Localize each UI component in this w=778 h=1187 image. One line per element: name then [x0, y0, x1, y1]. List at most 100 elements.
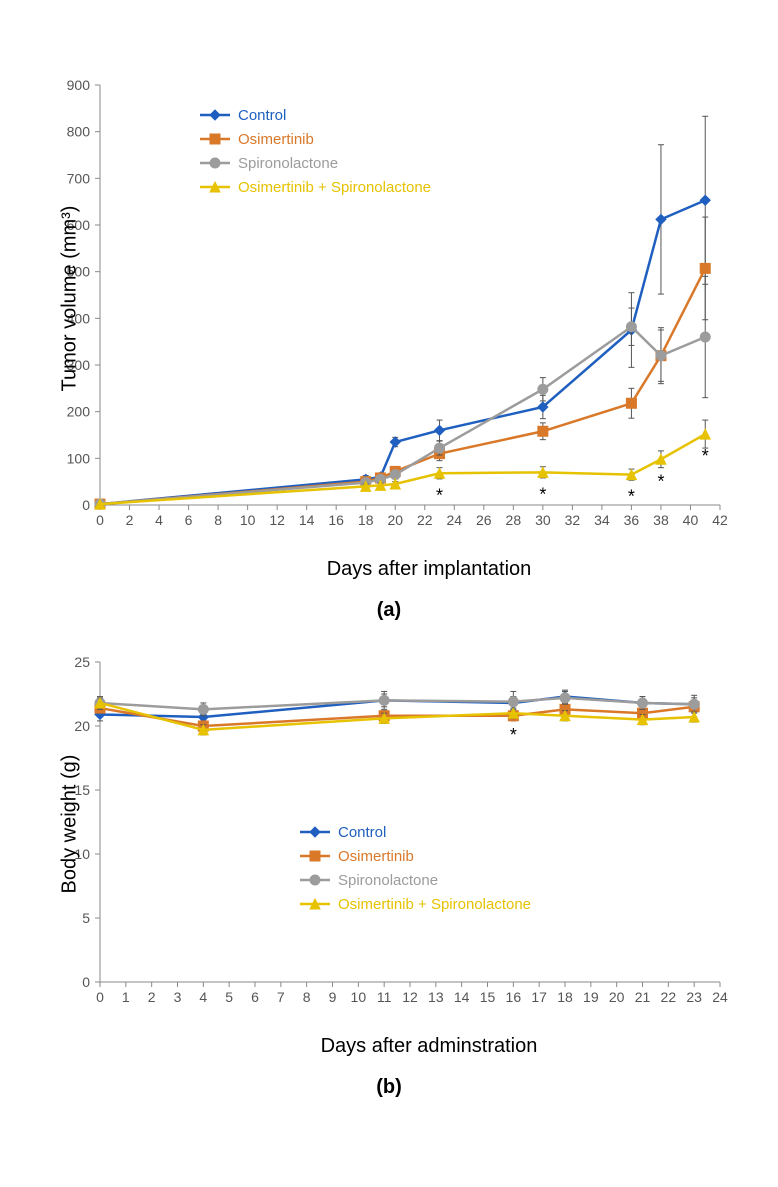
svg-text:32: 32: [565, 512, 581, 528]
svg-text:14: 14: [299, 512, 315, 528]
marker-spironolactone: [700, 332, 710, 342]
legend-label-control: Control: [238, 107, 286, 124]
chart-a-y-label: Tumor volume (mm³): [59, 192, 82, 392]
chart-a-x-label: Days after implantation: [100, 558, 758, 581]
marker-spironolactone: [560, 693, 570, 703]
svg-text:0: 0: [82, 974, 90, 990]
svg-text:4: 4: [155, 512, 163, 528]
legend-label-control: Control: [338, 824, 386, 841]
marker-control: [700, 195, 710, 205]
marker-control: [390, 437, 400, 447]
svg-text:15: 15: [480, 989, 496, 1005]
marker-osimertinib: [538, 426, 548, 436]
svg-text:2: 2: [148, 989, 156, 1005]
legend: Control Osimertinib Spironolactone Osimerti…: [200, 107, 431, 196]
svg-text:900: 900: [67, 77, 91, 93]
significance-marker: *: [510, 725, 517, 745]
legend-label-spironolactone: Spironolactone: [238, 155, 338, 172]
figure-b: Body weight (g) 051015202501234567891011…: [20, 652, 758, 1099]
svg-text:13: 13: [428, 989, 444, 1005]
svg-text:8: 8: [214, 512, 222, 528]
svg-text:21: 21: [635, 989, 651, 1005]
svg-text:4: 4: [199, 989, 207, 1005]
marker-spironolactone: [198, 704, 208, 714]
subfig-a-label: (a): [20, 599, 758, 622]
marker-spironolactone: [638, 698, 648, 708]
svg-text:16: 16: [506, 989, 522, 1005]
svg-text:6: 6: [185, 512, 193, 528]
significance-marker: *: [657, 471, 664, 491]
legend-label-combo: Osimertinib + Spironolactone: [338, 896, 531, 913]
svg-text:0: 0: [82, 497, 90, 513]
marker-spironolactone: [435, 443, 445, 453]
svg-text:34: 34: [594, 512, 610, 528]
series-line-spironolactone: [100, 327, 705, 504]
subfig-b-label: (b): [20, 1076, 758, 1099]
svg-text:12: 12: [269, 512, 285, 528]
legend-label-combo: Osimertinib + Spironolactone: [238, 179, 431, 196]
series-line-osimertinib: [100, 268, 705, 504]
legend-label-osimertinib: Osimertinib: [238, 131, 314, 148]
svg-text:20: 20: [609, 989, 625, 1005]
marker-spironolactone: [689, 699, 699, 709]
svg-text:2: 2: [126, 512, 134, 528]
marker-combo: [700, 429, 710, 439]
legend: Control Osimertinib Spironolactone Osimerti…: [300, 824, 531, 913]
marker-spironolactone: [508, 697, 518, 707]
svg-text:26: 26: [476, 512, 492, 528]
marker-control: [435, 425, 445, 435]
svg-text:14: 14: [454, 989, 470, 1005]
marker-spironolactone: [656, 351, 666, 361]
svg-text:18: 18: [358, 512, 374, 528]
chart-b-container: Body weight (g) 051015202501234567891011…: [20, 652, 758, 1058]
series-line-spironolactone: [100, 698, 694, 710]
chart-a-svg: 0100200300400500600700800900024681012141…: [20, 75, 740, 545]
marker-spironolactone: [538, 384, 548, 394]
marker-osimertinib: [700, 263, 710, 273]
legend-label-spironolactone: Spironolactone: [338, 872, 438, 889]
marker-combo: [656, 454, 666, 464]
chart-b-x-label: Days after adminstration: [100, 1035, 758, 1058]
svg-text:100: 100: [67, 450, 91, 466]
svg-text:17: 17: [531, 989, 547, 1005]
svg-text:36: 36: [624, 512, 640, 528]
svg-text:10: 10: [240, 512, 256, 528]
svg-text:19: 19: [583, 989, 599, 1005]
svg-text:20: 20: [74, 718, 90, 734]
svg-text:5: 5: [82, 910, 90, 926]
svg-text:40: 40: [683, 512, 699, 528]
significance-marker: *: [702, 446, 709, 466]
svg-text:10: 10: [351, 989, 367, 1005]
svg-text:0: 0: [96, 512, 104, 528]
svg-text:30: 30: [535, 512, 551, 528]
svg-text:18: 18: [557, 989, 573, 1005]
svg-text:11: 11: [377, 989, 392, 1005]
svg-text:8: 8: [303, 989, 311, 1005]
significance-marker: *: [628, 487, 635, 507]
chart-b-y-label: Body weight (g): [59, 734, 82, 894]
svg-text:800: 800: [67, 124, 91, 140]
marker-spironolactone: [626, 322, 636, 332]
marker-spironolactone: [379, 695, 389, 705]
svg-text:28: 28: [506, 512, 522, 528]
svg-text:12: 12: [402, 989, 418, 1005]
svg-text:24: 24: [446, 512, 462, 528]
svg-text:16: 16: [328, 512, 344, 528]
svg-text:5: 5: [225, 989, 233, 1005]
svg-text:22: 22: [661, 989, 677, 1005]
chart-b-svg: 0510152025012345678910111213141516171819…: [20, 652, 740, 1022]
svg-text:23: 23: [686, 989, 702, 1005]
svg-text:7: 7: [277, 989, 285, 1005]
svg-text:1: 1: [122, 989, 130, 1005]
marker-control: [656, 214, 666, 224]
svg-text:200: 200: [67, 404, 91, 420]
svg-text:22: 22: [417, 512, 433, 528]
svg-text:42: 42: [712, 512, 728, 528]
figure-a: Drug administration Tumor volume (mm³) 0…: [20, 75, 758, 622]
svg-text:3: 3: [174, 989, 182, 1005]
svg-text:25: 25: [74, 654, 90, 670]
chart-a-container: Tumor volume (mm³) 010020030040050060070…: [20, 75, 758, 581]
svg-text:24: 24: [712, 989, 728, 1005]
legend-label-osimertinib: Osimertinib: [338, 848, 414, 865]
svg-text:700: 700: [67, 170, 91, 186]
